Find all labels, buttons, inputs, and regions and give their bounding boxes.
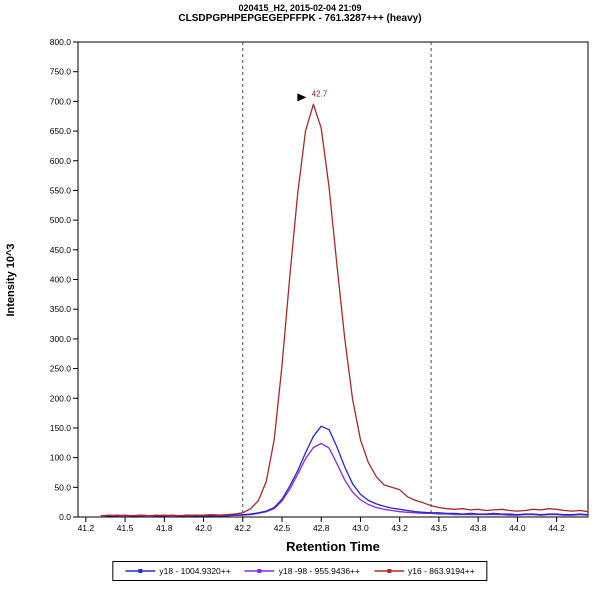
x-tick-label: 43.0 (352, 523, 369, 533)
peak-apex-label: 42.7 (312, 89, 328, 98)
x-axis-title: Retention Time (286, 539, 380, 554)
x-tick-label: 42.8 (313, 523, 330, 533)
legend: y18 - 1004.9320++ y18 -98 - 955.9436++ y… (112, 561, 488, 581)
x-tick-label: 44.2 (548, 523, 565, 533)
y-tick-label: 650.0 (50, 126, 72, 136)
x-tick-label: 41.8 (156, 523, 173, 533)
y-tick-label: 450.0 (50, 245, 72, 255)
series-trace-0 (100, 425, 589, 517)
x-tick-label: 43.2 (391, 523, 408, 533)
series-trace-1 (100, 442, 589, 518)
x-tick-label: 41.2 (78, 523, 95, 533)
x-tick-label: 43.5 (431, 523, 448, 533)
y-tick-label: 550.0 (50, 185, 72, 195)
y-tick-label: 100.0 (50, 453, 72, 463)
legend-label: y18 - 1004.9320++ (159, 566, 231, 576)
plot-frame (77, 41, 589, 518)
legend-line-sample (125, 569, 156, 573)
chart-header: 020415_H2, 2015-02-04 21:09 CLSDPGPHPEPG… (0, 3, 600, 25)
legend-line-sample (374, 569, 405, 573)
y-tick-label: 500.0 (50, 215, 72, 225)
y-tick-label: 800.0 (50, 37, 72, 47)
series-trace-2 (100, 103, 589, 517)
legend-item-y18-98: y18 -98 - 955.9436++ (244, 566, 361, 576)
legend-item-y18: y18 - 1004.9320++ (125, 566, 231, 576)
y-tick-label: 150.0 (50, 423, 72, 433)
legend-item-y16: y16 - 863.9194++ (374, 566, 475, 576)
y-tick-label: 200.0 (50, 393, 72, 403)
y-tick-label: 50.0 (54, 482, 71, 492)
y-axis-title: Intensity 10^3 (5, 243, 17, 316)
x-tick-label: 42.0 (195, 523, 212, 533)
x-tick-label: 42.2 (234, 523, 251, 533)
peptide-title: CLSDPGPHPEPGEGEPFFPK - 761.3287+++ (heav… (178, 13, 422, 25)
y-tick-label: 350.0 (50, 304, 72, 314)
y-tick-label: 750.0 (50, 67, 72, 77)
y-tick-label: 250.0 (50, 364, 72, 374)
x-tick-label: 42.5 (274, 523, 291, 533)
x-tick-label: 43.8 (470, 523, 487, 533)
y-tick-label: 700.0 (50, 96, 72, 106)
x-tick-label: 41.5 (117, 523, 134, 533)
y-tick-label: 600.0 (50, 156, 72, 166)
x-tick-label: 44.0 (509, 523, 526, 533)
y-tick-label: 300.0 (50, 334, 72, 344)
y-tick-label: 400.0 (50, 275, 72, 285)
legend-line-sample (244, 569, 275, 573)
y-tick-label: 0.0 (59, 512, 71, 522)
legend-label: y16 - 863.9194++ (408, 566, 475, 576)
run-title: 020415_H2, 2015-02-04 21:09 (238, 3, 362, 13)
legend-label: y18 -98 - 955.9436++ (278, 566, 361, 576)
peak-apex-arrow-icon (297, 93, 307, 102)
